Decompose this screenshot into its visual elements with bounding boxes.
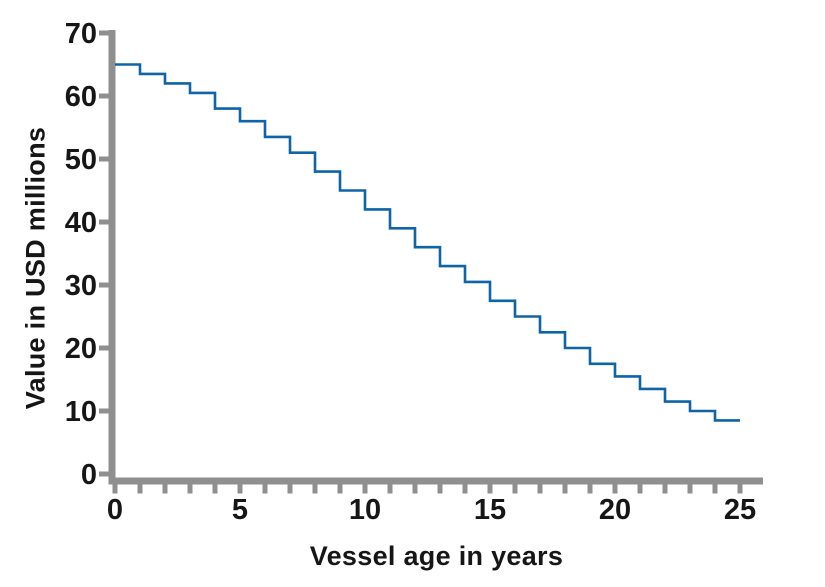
x-tick-mark xyxy=(112,484,118,494)
y-tick-label: 0 xyxy=(81,459,97,491)
y-tick-label: 60 xyxy=(65,81,97,113)
y-tick-label: 40 xyxy=(65,207,97,239)
x-axis-title: Vessel age in years xyxy=(309,541,564,571)
x-tick-mark xyxy=(312,484,318,494)
y-tick-label: 30 xyxy=(65,270,97,302)
x-tick-mark xyxy=(737,484,743,494)
y-tick-mark xyxy=(99,345,109,351)
x-tick-mark xyxy=(212,484,218,494)
x-tick-mark xyxy=(387,484,393,494)
x-tick-mark xyxy=(687,484,693,494)
y-tick-mark xyxy=(99,408,109,414)
x-tick-mark xyxy=(612,484,618,494)
x-tick-mark xyxy=(537,484,543,494)
x-tick-mark xyxy=(462,484,468,494)
x-tick-mark xyxy=(137,484,143,494)
x-tick-mark xyxy=(487,484,493,494)
y-tick-label: 10 xyxy=(65,396,97,428)
y-tick-mark xyxy=(99,156,109,162)
x-tick-label: 20 xyxy=(599,494,631,526)
x-tick-mark xyxy=(662,484,668,494)
y-tick-mark xyxy=(99,93,109,99)
x-tick-mark xyxy=(562,484,568,494)
y-tick-mark xyxy=(99,282,109,288)
x-tick-mark xyxy=(362,484,368,494)
x-tick-label: 15 xyxy=(474,494,506,526)
vessel-value-step-line xyxy=(115,63,740,422)
x-tick-label: 0 xyxy=(107,494,123,526)
x-tick-mark xyxy=(412,484,418,494)
x-tick-label: 10 xyxy=(349,494,381,526)
x-axis-line xyxy=(108,477,763,485)
x-tick-label: 25 xyxy=(724,494,756,526)
x-tick-mark xyxy=(287,484,293,494)
x-tick-mark xyxy=(237,484,243,494)
y-tick-mark xyxy=(99,471,109,477)
y-tick-mark xyxy=(99,219,109,225)
x-tick-mark xyxy=(262,484,268,494)
x-tick-mark xyxy=(337,484,343,494)
x-tick-label: 5 xyxy=(232,494,248,526)
x-tick-mark xyxy=(162,484,168,494)
y-axis-line xyxy=(108,30,116,485)
x-tick-mark xyxy=(437,484,443,494)
x-tick-mark xyxy=(637,484,643,494)
y-tick-label: 50 xyxy=(65,144,97,176)
x-tick-mark xyxy=(512,484,518,494)
x-tick-mark xyxy=(712,484,718,494)
y-tick-mark xyxy=(99,30,109,36)
y-tick-label: 20 xyxy=(65,333,97,365)
x-tick-mark xyxy=(587,484,593,494)
y-tick-label: 70 xyxy=(65,18,97,50)
x-tick-mark xyxy=(187,484,193,494)
